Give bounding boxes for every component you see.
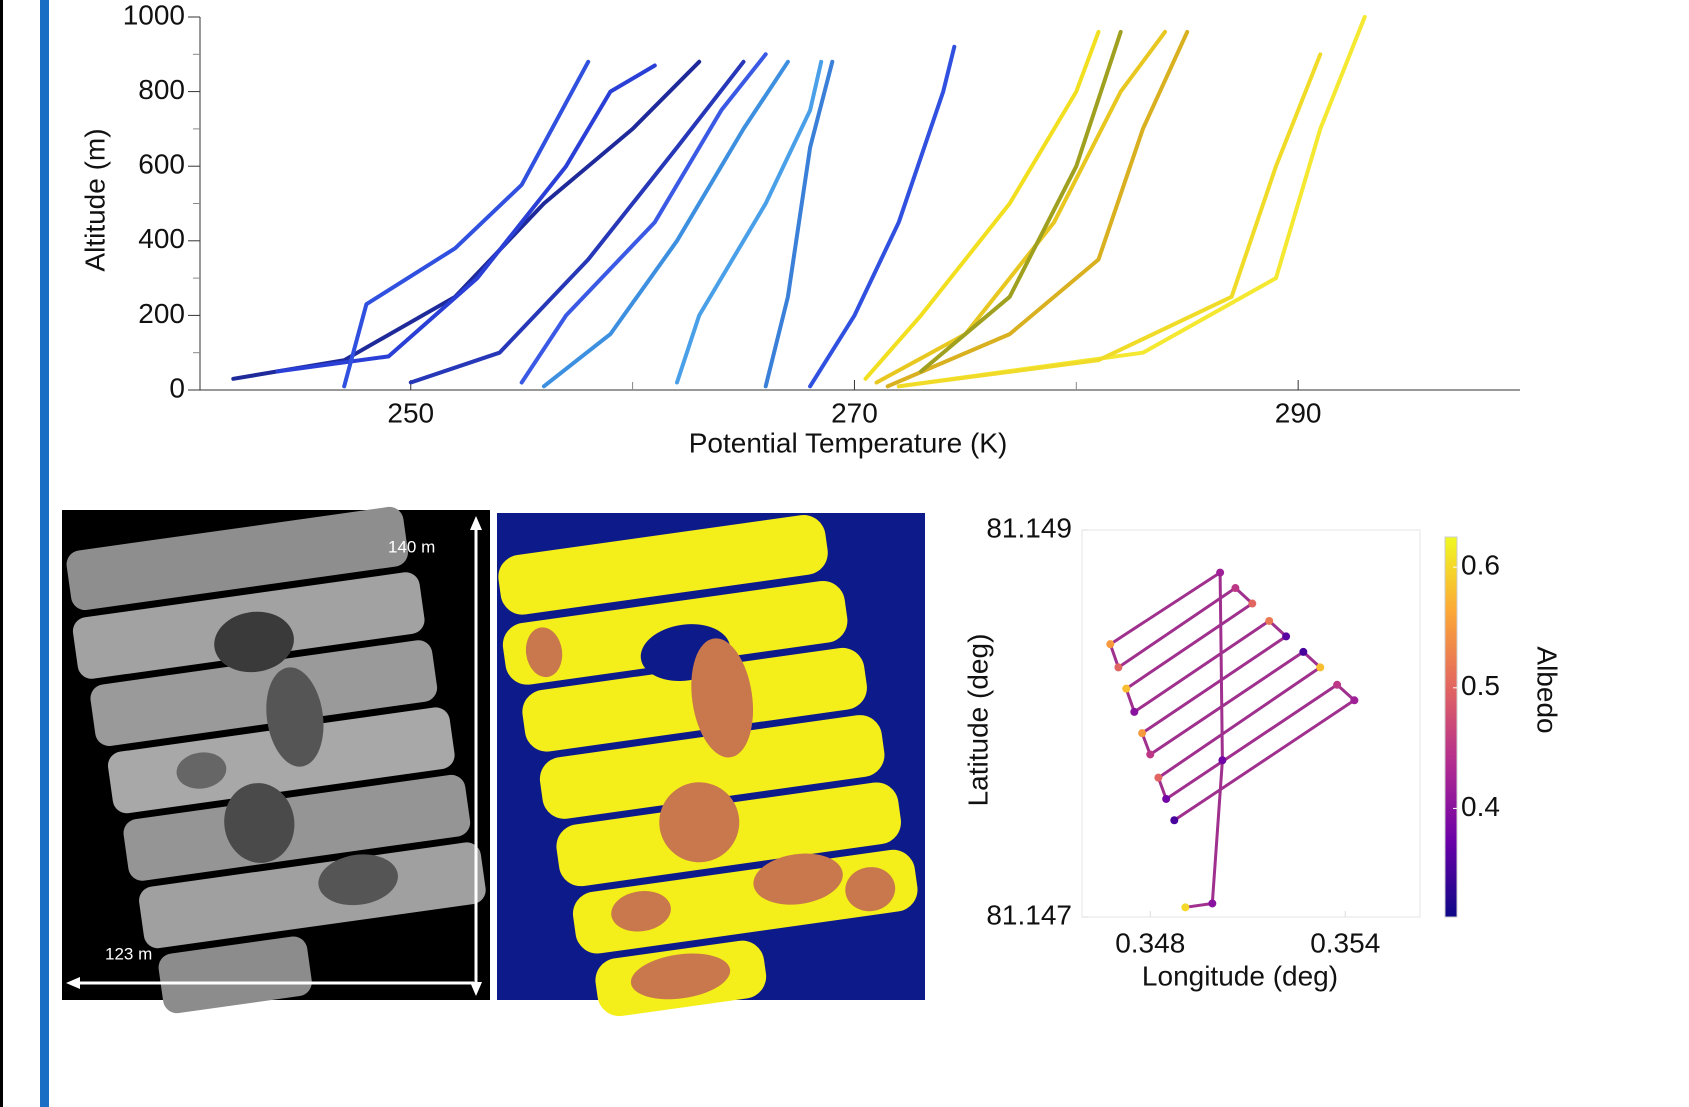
x-tick-label: 0.348 [1115,927,1185,958]
colorbar-tick-label: 0.5 [1461,670,1500,701]
y-tick-label: 200 [138,298,185,329]
track-point [1265,617,1273,625]
track-point [1146,750,1154,758]
track-point [1218,756,1226,764]
profile-line [766,62,833,387]
grayscale-image: 140 m 123 m [62,501,497,1020]
x-tick-label: 290 [1275,397,1322,428]
colorbar-tick-label: 0.6 [1461,550,1500,581]
track-point [1181,903,1189,911]
y-axis-label: Altitude (m) [79,128,110,271]
track-point [1216,569,1224,577]
x-axis-label: Potential Temperature (K) [689,427,1008,458]
plot-frame [1082,530,1420,917]
y-tick-label: 81.149 [986,512,1072,543]
track-point [1208,899,1216,907]
profile-line [888,32,1187,386]
track-point [1114,663,1122,671]
y-tick-label: 800 [138,74,185,105]
profile-line [921,32,1121,372]
track-point [1299,648,1307,656]
classified-image [491,506,930,1025]
track-point [1248,600,1256,608]
x-axis-label: Longitude (deg) [1142,960,1338,991]
track-point [1106,640,1114,648]
profile-line [877,32,1165,383]
colorbar [1445,537,1457,917]
track-point [1122,685,1130,693]
track-point [1231,584,1239,592]
y-tick-label: 81.147 [986,899,1072,930]
side-bar [40,0,49,1107]
track-point [1138,729,1146,737]
track-point [1282,632,1290,640]
figure: 140 m 123 m Potential Temperature (K) Al… [0,0,1689,1107]
edge-line [0,0,3,1107]
track-point [1350,696,1358,704]
x-tick-label: 250 [387,397,434,428]
y-tick-label: 0 [169,372,185,403]
colorbar-label: Albedo [1532,646,1563,733]
track-point [1130,708,1138,716]
y-tick-label: 1000 [123,0,185,30]
track-line [1110,573,1354,908]
y-axis-label: Latitude (deg) [962,634,993,807]
y-tick-label: 600 [138,149,185,180]
track-point [1333,681,1341,689]
track-point [1162,795,1170,803]
colorbar-tick-label: 0.4 [1461,791,1500,822]
x-tick-label: 270 [831,397,878,428]
track-point [1154,774,1162,782]
track-point [1170,816,1178,824]
y-tick-label: 400 [138,223,185,254]
profile-line [522,54,766,382]
x-tick-label: 0.354 [1310,927,1380,958]
vertical-extent-label: 140 m [388,537,435,556]
profile-line [810,47,954,387]
track-point [1316,663,1324,671]
profile-line [233,62,699,379]
profile-line [278,66,655,372]
horizontal-extent-label: 123 m [105,944,152,963]
